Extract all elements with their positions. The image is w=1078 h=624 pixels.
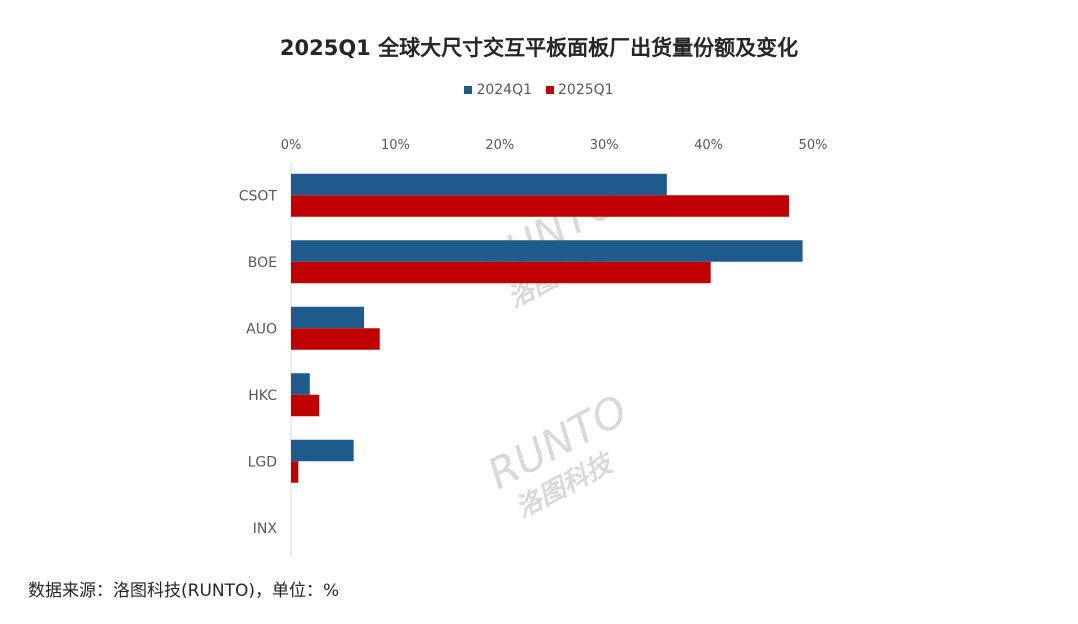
legend-item-2024q1: 2024Q1	[464, 82, 532, 98]
legend: 2024Q1 2025Q1	[0, 82, 1078, 98]
bar-hkc-2025q1	[291, 394, 320, 417]
bar-lgd-2024q1	[291, 439, 354, 462]
source-note: 数据来源：洛图科技(RUNTO)，单位：%	[28, 581, 340, 601]
category-label-hkc: HKC	[248, 388, 277, 404]
x-tick-label: 10%	[381, 138, 410, 153]
legend-label-2024q1: 2024Q1	[476, 82, 532, 98]
watermark-lower: RUNTO 洛图科技	[480, 385, 636, 524]
category-label-lgd: LGD	[248, 454, 277, 470]
category-labels: CSOT BOE AUO HKC LGD INX	[239, 188, 278, 537]
bar-auo-2024q1	[291, 306, 365, 329]
category-label-boe: BOE	[248, 255, 277, 271]
bar-csot-2025q1	[291, 195, 789, 217]
x-tick-label: 40%	[694, 138, 723, 153]
legend-item-2025q1: 2025Q1	[546, 82, 614, 98]
legend-swatch-2024q1	[464, 86, 473, 94]
bars	[291, 173, 803, 483]
bar-hkc-2024q1	[291, 373, 310, 395]
bar-lgd-2025q1	[291, 461, 299, 483]
bar-csot-2024q1	[291, 173, 667, 196]
bar-boe-2024q1	[291, 240, 803, 262]
x-tick-label: 50%	[799, 138, 828, 153]
x-tick-label: 30%	[590, 138, 619, 153]
x-tick-label: 0%	[281, 138, 302, 153]
category-label-auo: AUO	[246, 321, 277, 337]
legend-swatch-2025q1	[546, 86, 554, 94]
bar-auo-2025q1	[291, 328, 380, 350]
x-axis-ticks: 0% 10% 20% 30% 40% 50%	[281, 138, 828, 153]
bar-boe-2025q1	[291, 261, 711, 284]
x-tick-label: 20%	[485, 138, 514, 153]
category-label-inx: INX	[253, 521, 278, 537]
chart-title: 2025Q1 全球大尺寸交互平板面板厂出货量份额及变化	[279, 36, 799, 60]
category-label-csot: CSOT	[239, 188, 278, 204]
legend-label-2025q1: 2025Q1	[558, 82, 614, 98]
